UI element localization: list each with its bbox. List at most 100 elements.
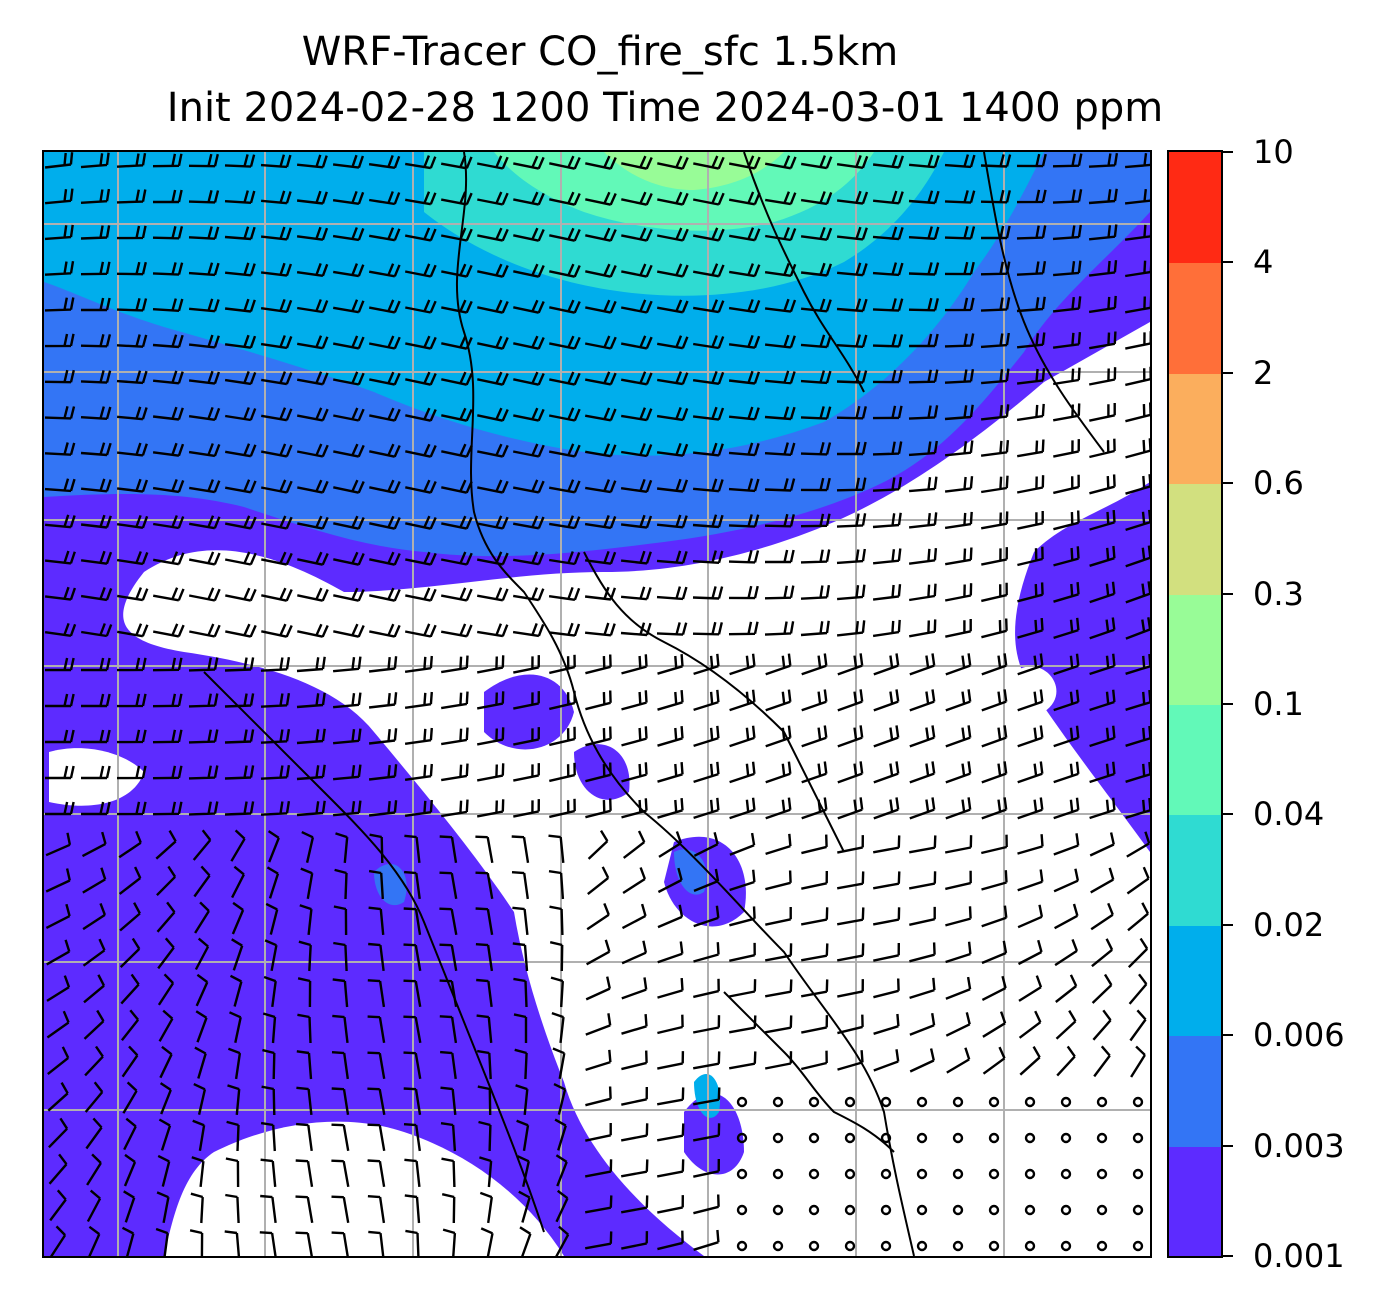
wind-barb [872,548,902,565]
wind-barb [45,801,75,816]
wind-barb [837,653,864,676]
wind-barb [260,443,293,458]
wind-barb [657,1014,684,1035]
wind-barb [152,406,184,421]
wind-barb [511,835,530,863]
wind-barb [584,371,617,386]
calm-wind-marker [1060,1096,1072,1108]
wind-barb [765,689,792,712]
wind-barb [80,442,112,457]
wind-barb [728,1015,757,1034]
wind-barb [44,406,76,420]
wind-barb [404,623,437,638]
wind-barb [728,406,760,421]
calm-wind-marker [1060,1204,1072,1216]
wind-barb [44,550,76,565]
field-blob-1 [484,674,574,750]
wind-barb [224,657,255,672]
wind-barb [44,297,75,312]
wind-barb [621,762,648,783]
wind-barb [188,226,220,240]
colorbar-segment [1169,262,1221,374]
wind-barb [80,370,112,384]
wind-barb [872,369,903,384]
calm-wind-marker [880,1240,892,1252]
calm-wind-marker [880,1132,892,1144]
wind-barb [83,974,106,1004]
wind-barb [549,191,581,206]
wind-barb [837,979,864,998]
wind-barb [477,1085,492,1116]
wind-barb [229,974,243,1007]
colorbar-tick [1223,1144,1233,1147]
wind-barb [909,942,936,963]
wind-barb [620,1123,649,1142]
wind-barb [764,1015,793,1034]
wind-barb [1089,689,1116,712]
wind-barb [333,941,348,972]
wind-barb [945,870,972,891]
wind-barb [764,298,797,313]
wind-barb [441,371,473,386]
wind-barb [224,370,257,386]
wind-barb [728,334,761,349]
wind-barb [120,973,140,1005]
wind-barb [404,691,433,709]
wind-barb [692,406,725,421]
wind-barb [476,155,509,170]
wind-barb [297,587,329,602]
colorbar-tick-label: 0.1 [1253,685,1304,723]
wind-barb [116,623,149,638]
wind-barb [297,299,329,314]
wind-barb [620,1195,649,1214]
wind-barb [1052,260,1082,277]
wind-barb [548,870,565,900]
wind-barb [621,1231,649,1250]
wind-barb [549,155,581,170]
wind-barb [1092,1009,1112,1041]
wind-barb [1088,295,1117,314]
wind-barb [693,653,720,676]
wind-barb [621,977,648,1000]
wind-barb [116,514,149,529]
colorbar-tick [1223,813,1233,816]
wind-barb [728,621,759,636]
wind-barb [1017,653,1044,676]
wind-barb [1091,938,1114,968]
wind-barb [80,334,112,348]
wind-barb [552,1047,566,1080]
wind-barb [981,225,1011,240]
wind-barb [1089,510,1116,531]
wind-barb [152,801,183,816]
wind-barb [152,442,185,457]
calm-wind-marker [772,1240,784,1252]
wind-barb [909,906,936,926]
wind-barb [441,335,473,350]
wind-barb [872,334,904,348]
wind-barb [909,761,936,784]
wind-barb [367,1051,386,1080]
wind-barb [585,299,617,314]
wind-barb [1016,439,1045,458]
wind-barb [765,761,792,784]
wind-barb [116,406,148,421]
wind-barb [764,979,793,998]
wind-barb [119,902,141,932]
wind-barb [1090,867,1115,894]
wind-barb [188,334,220,349]
wind-barb [264,939,278,972]
wind-barb [85,1117,103,1150]
wind-barb [44,369,75,384]
wind-barb [765,653,792,676]
wind-barb [693,725,720,748]
wind-barb [368,869,384,900]
wind-barb [800,406,832,420]
wind-barb [517,1155,530,1187]
wind-barb [259,1231,277,1256]
wind-barb [441,299,473,314]
wind-barb [873,653,900,676]
wind-barb [332,371,365,386]
wind-barb [585,263,617,278]
wind-barb [620,1159,649,1178]
wind-barb [260,190,292,205]
